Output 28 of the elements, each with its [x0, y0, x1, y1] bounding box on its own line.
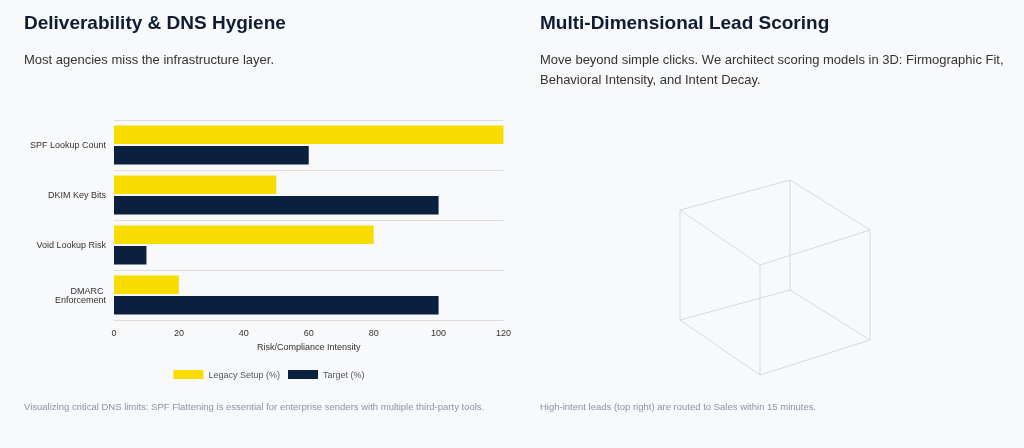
x-tick-label: 20: [173, 327, 184, 338]
x-tick-label: 60: [303, 327, 314, 338]
y-tick-label: Void Lookup Risk: [36, 240, 107, 250]
text: Move beyond simple clicks. We architect scoring models in 3D: Firmographic Fit, Behavioral Intensity, and Intent Decay.: [540, 51, 1005, 89]
bar: [114, 195, 439, 215]
x-axis-title: Risk/Compliance Intensity: [256, 341, 362, 352]
text: Visualizing critical DNS limits: SPF Flattening is essential for enterprise senders with multiple third-party tools.: [24, 400, 486, 413]
chart-title: Deliverability & DNS Hygiene: [24, 12, 286, 34]
bar: [114, 125, 504, 145]
bar: [114, 275, 179, 295]
y-tick-label: DMARC Enforcement: [54, 285, 107, 305]
bar: [114, 145, 309, 165]
x-tick-label: 120: [495, 327, 512, 338]
x-tick-label: 100: [431, 327, 447, 338]
x-tick-label: 80: [368, 327, 379, 338]
legend-label: Target (%): [323, 369, 365, 380]
text: Multi-Dimensional Lead Scoring: [540, 12, 830, 34]
bar: [114, 175, 277, 195]
x-tick-label: 40: [238, 327, 249, 338]
y-tick-label: SPF Lookup Count: [29, 140, 107, 150]
bar: [114, 225, 374, 245]
x-tick-label: 0: [111, 327, 117, 338]
legend-label: Legacy Setup (%): [208, 369, 281, 380]
y-tick-label: DKIM Key Bits: [47, 190, 107, 200]
bar: [114, 295, 439, 315]
bar: [114, 245, 147, 265]
text: High-intent leads (top right) are routed to Sales within 15 minutes.: [540, 400, 818, 413]
chart-subtitle: Most agencies miss the infrastructure layer.: [24, 51, 275, 69]
